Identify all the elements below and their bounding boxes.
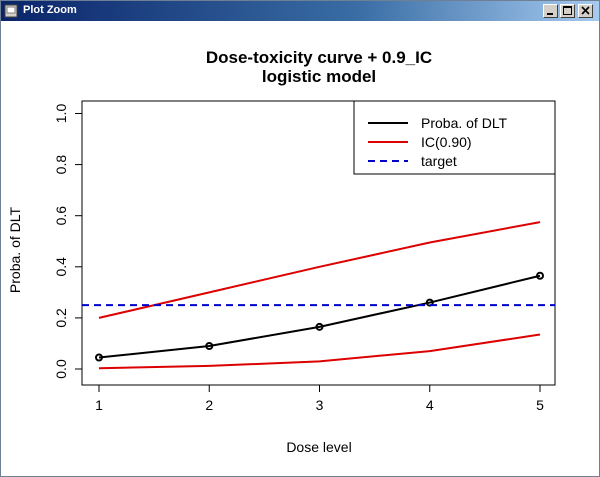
plot-frame — [81, 100, 556, 386]
proba-dlt-point — [205, 342, 214, 351]
x-tick-label: 1 — [95, 397, 103, 413]
proba-dlt-point — [536, 271, 544, 280]
legend-label: target — [421, 153, 457, 169]
dose-toxicity-chart: Dose-toxicity curve + 0.9_IC logistic mo… — [7, 48, 556, 455]
chart-title: Dose-toxicity curve + 0.9_IC — [206, 48, 432, 67]
chart-subtitle: logistic model — [262, 67, 376, 86]
legend-label: IC(0.90) — [421, 134, 472, 150]
y-tick-label: 0.2 — [53, 308, 69, 328]
x-tick-label: 2 — [205, 397, 213, 413]
proba-dlt-point — [425, 298, 434, 307]
y-tick-label: 1.0 — [53, 104, 69, 124]
legend-box — [353, 100, 556, 175]
y-tick-label: 0.0 — [53, 359, 69, 379]
maximize-button[interactable] — [560, 4, 575, 18]
ic-lower-line — [98, 333, 541, 370]
window-title: Plot Zoom — [23, 4, 77, 16]
x-tick-label: 3 — [316, 397, 324, 413]
y-tick-label: 0.4 — [53, 257, 69, 277]
x-axis-label: Dose level — [286, 439, 351, 455]
minimize-icon — [547, 13, 553, 15]
legend-label: Proba. of DLT — [421, 115, 508, 131]
proba-dlt-point — [315, 322, 324, 331]
x-tick-label: 4 — [426, 397, 434, 413]
y-tick-label: 0.8 — [53, 155, 69, 175]
maximize-icon — [563, 6, 572, 15]
y-tick-label: 0.6 — [53, 206, 69, 226]
r-app-icon — [4, 4, 18, 18]
close-button[interactable] — [578, 4, 593, 18]
title-bar[interactable]: Plot Zoom — [1, 1, 599, 21]
ic-upper-line — [98, 221, 541, 319]
minimize-button[interactable] — [543, 4, 558, 18]
y-axis-label: Proba. of DLT — [7, 207, 23, 294]
x-tick-label: 5 — [536, 397, 544, 413]
proba-dlt-point — [95, 353, 103, 362]
proba-dlt-line — [98, 274, 541, 359]
close-icon — [581, 6, 590, 15]
